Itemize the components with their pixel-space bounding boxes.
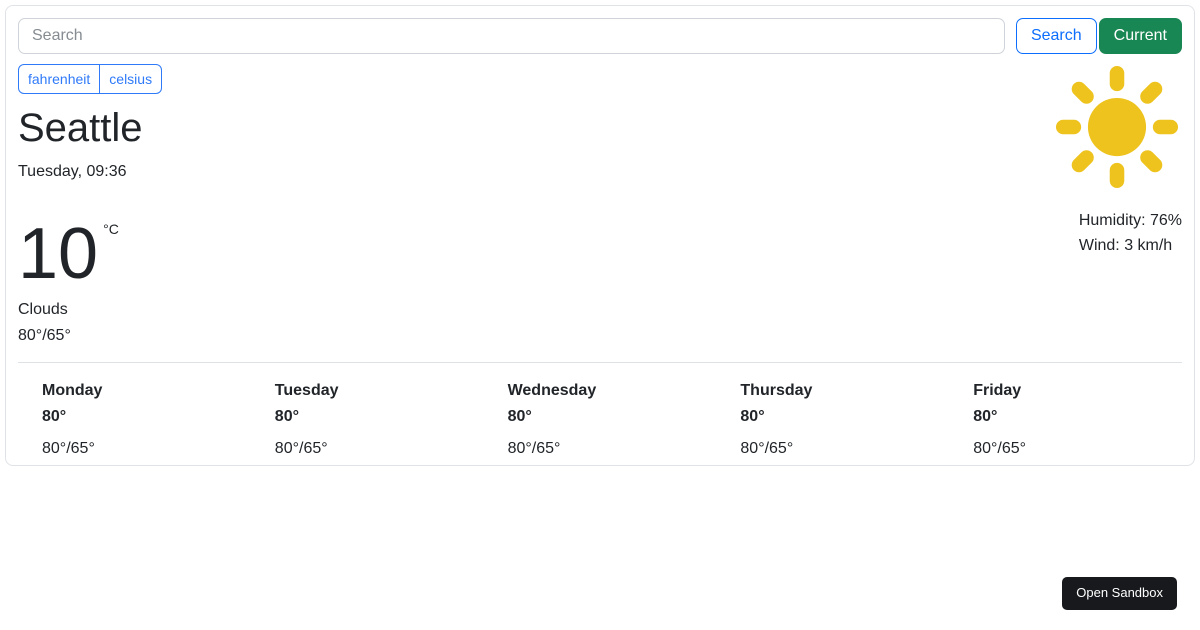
forecast-day-wednesday: Wednesday 80° 80°/65° xyxy=(484,379,717,461)
high-low-temperature: 80°/65° xyxy=(18,327,71,344)
forecast-day-high-low: 80°/65° xyxy=(274,440,328,457)
city-name: Seattle xyxy=(18,106,143,150)
forecast-day-name: Thursday xyxy=(740,382,813,399)
forecast-day-thursday: Thursday 80° 80°/65° xyxy=(716,379,949,461)
humidity-value: Humidity: 76% xyxy=(1078,212,1182,229)
forecast-day-name: Wednesday xyxy=(507,382,597,399)
forecast-row: Monday 80° 80°/65° Tuesday 80° 80°/65° W… xyxy=(18,362,1182,481)
open-sandbox-button[interactable]: Open Sandbox xyxy=(1062,577,1177,610)
forecast-day-high-low: 80°/65° xyxy=(973,440,1027,457)
current-datetime: Tuesday, 09:36 xyxy=(18,163,127,180)
forecast-day-name: Tuesday xyxy=(274,382,339,399)
current-location-button[interactable]: Current xyxy=(1098,18,1182,54)
forecast-day-name: Friday xyxy=(973,382,1022,399)
celsius-button[interactable]: celsius xyxy=(99,64,163,94)
unit-toggle-group: fahrenheit celsius xyxy=(18,64,163,94)
weather-condition: Clouds xyxy=(18,301,68,318)
search-button[interactable]: Search xyxy=(1015,18,1097,54)
forecast-day-tuesday: Tuesday 80° 80°/65° xyxy=(251,379,484,461)
search-input[interactable] xyxy=(18,18,1005,54)
temperature-unit: °C xyxy=(103,221,119,237)
current-weather-details: fahrenheit celsius Seattle Tuesday, 09:3… xyxy=(18,64,1032,348)
wind-value: Wind: 3 km/h xyxy=(1078,237,1173,254)
weather-card: Search Current fahrenheit celsius Seattl… xyxy=(5,5,1195,466)
forecast-day-monday: Monday 80° 80°/65° xyxy=(18,379,251,461)
current-weather-section: fahrenheit celsius Seattle Tuesday, 09:3… xyxy=(18,64,1182,348)
fahrenheit-button[interactable]: fahrenheit xyxy=(18,64,101,94)
forecast-day-temp: 80° xyxy=(740,408,765,425)
forecast-day-high-low: 80°/65° xyxy=(740,440,794,457)
weather-icon-stats: Humidity: 76% Wind: 3 km/h xyxy=(1032,64,1182,348)
forecast-day-temp: 80° xyxy=(507,408,532,425)
forecast-day-high-low: 80°/65° xyxy=(507,440,561,457)
forecast-day-name: Monday xyxy=(42,382,103,399)
search-bar: Search Current xyxy=(18,18,1182,54)
forecast-day-high-low: 80°/65° xyxy=(42,440,95,457)
forecast-day-temp: 80° xyxy=(274,408,299,425)
temperature-value: 10 xyxy=(18,214,99,294)
current-temperature: 10 °C xyxy=(18,218,1032,290)
weather-stats: Humidity: 76% Wind: 3 km/h xyxy=(1079,208,1182,258)
forecast-day-temp: 80° xyxy=(973,408,998,425)
sun-icon xyxy=(1055,65,1179,189)
forecast-day-temp: 80° xyxy=(42,408,67,425)
forecast-day-friday: Friday 80° 80°/65° xyxy=(949,379,1182,461)
